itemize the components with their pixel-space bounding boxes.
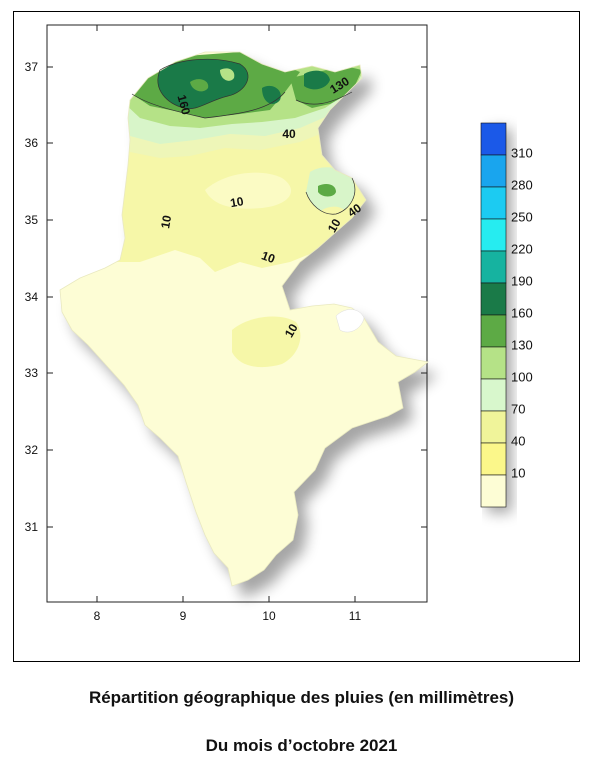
x-tick-label: 9: [180, 609, 187, 623]
legend-swatch: [480, 442, 507, 476]
x-axis: 8 9 10 11: [94, 25, 362, 623]
legend-swatch: [480, 474, 507, 508]
legend-swatch: [480, 250, 507, 284]
y-tick-label: 34: [25, 290, 39, 304]
contour-label: 10: [260, 248, 278, 266]
y-tick-label: 37: [25, 60, 39, 74]
caption-title: Répartition géographique des pluies (en …: [88, 688, 515, 707]
legend-swatch: [480, 218, 507, 252]
legend-label: 280: [511, 177, 533, 192]
x-tick-label: 11: [349, 609, 362, 623]
legend-swatch: [480, 154, 507, 188]
zone-spot-b: [220, 68, 235, 81]
djerba-island: [335, 309, 365, 333]
legend-swatch: [480, 314, 507, 348]
legend-swatch: [480, 282, 507, 316]
zone-160-190-c: [304, 70, 330, 90]
legend-swatch: [480, 346, 507, 380]
legend-swatch: [480, 122, 507, 156]
legend-label: 10: [511, 465, 525, 480]
rainfall-map: 8 9 10 11 37 36 35 34 33 32 31 130 160 40 10 10 40 10 10…: [25, 24, 533, 623]
contour-label: 10: [282, 321, 301, 340]
y-tick-label: 31: [25, 520, 39, 534]
zone-low-center: [205, 172, 292, 209]
contour-label: 10: [229, 194, 245, 210]
zone-spot-a: [190, 79, 209, 92]
x-tick-label: 8: [94, 609, 101, 623]
legend-label: 100: [511, 369, 533, 384]
x-tick-label: 10: [262, 609, 276, 623]
y-tick-label: 32: [25, 443, 39, 457]
y-tick-label: 35: [25, 213, 39, 227]
zone-160-190-b: [262, 85, 281, 104]
legend-label: 40: [511, 433, 525, 448]
contour-label: 40: [282, 127, 296, 141]
zone-sahel-130: [318, 184, 336, 197]
contour-label: 10: [158, 214, 174, 230]
legend: 310 280 250 220 190 160 130 100 70 40 10: [480, 122, 533, 513]
y-tick-label: 36: [25, 136, 39, 150]
legend-label: 250: [511, 209, 533, 224]
caption-subtitle: Du mois d’octobre 2021: [205, 736, 398, 755]
legend-swatch: [480, 410, 507, 444]
country-outline: [59, 51, 429, 587]
legend-label: 70: [511, 401, 525, 416]
legend-label: 130: [511, 337, 533, 352]
y-tick-label: 33: [25, 366, 39, 380]
legend-swatch: [480, 378, 507, 412]
legend-label: 220: [511, 241, 533, 256]
legend-label: 160: [511, 305, 533, 320]
contour-label: 10: [325, 216, 344, 235]
legend-swatch: [480, 186, 507, 220]
contour-lines: [131, 58, 356, 215]
zone-gabes: [232, 316, 301, 368]
contour-label: 160: [174, 93, 193, 116]
legend-label: 310: [511, 145, 533, 160]
y-axis: 37 36 35 34 33 32 31: [25, 60, 427, 534]
legend-label: 190: [511, 273, 533, 288]
